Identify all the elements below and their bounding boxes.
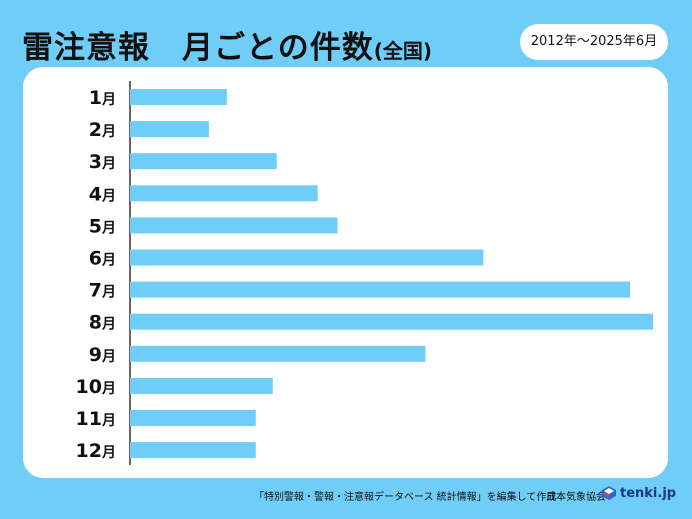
bar xyxy=(130,249,484,266)
source-note: 「特別警報・警報・注意報データベース 統計情報」を編集して作成 xyxy=(254,492,557,503)
bar xyxy=(130,185,318,202)
category-label: 3月 xyxy=(89,151,116,173)
tenki-logo: tenki.jp xyxy=(601,485,676,501)
association-name: 日本気象協会 xyxy=(546,492,606,503)
bar xyxy=(130,313,653,330)
bar xyxy=(130,217,338,234)
category-label: 4月 xyxy=(89,183,116,205)
bar xyxy=(130,377,273,394)
chart-panel: 1月 2月 3月 4月 5月 6月 7月 8月 9月 10月 11月 12月 xyxy=(23,67,668,478)
category-label: 7月 xyxy=(89,280,116,302)
bar xyxy=(130,345,426,362)
bar xyxy=(130,121,209,138)
category-label: 12月 xyxy=(76,440,116,462)
category-label: 9月 xyxy=(89,344,116,366)
chart-title: 雷注意報 月ごとの件数(全国) xyxy=(22,22,432,67)
category-label: 10月 xyxy=(76,376,116,398)
category-label: 11月 xyxy=(76,408,116,430)
category-label: 1月 xyxy=(89,87,116,109)
category-label: 6月 xyxy=(89,248,116,270)
category-label: 2月 xyxy=(89,119,116,141)
bar xyxy=(130,281,631,298)
bar-chart: 1月 2月 3月 4月 5月 6月 7月 8月 9月 10月 11月 12月 xyxy=(76,81,653,465)
chart-title-main: 雷注意報 月ごとの件数 xyxy=(22,30,374,66)
bar xyxy=(130,153,277,170)
logo-text: tenki.jp xyxy=(620,485,677,501)
bar xyxy=(130,442,256,459)
period-badge: 2012年～2025年6月 xyxy=(520,24,668,60)
bar xyxy=(130,89,227,105)
category-label: 5月 xyxy=(89,215,116,237)
chart-title-sub: (全国) xyxy=(373,39,432,63)
category-label: 8月 xyxy=(89,312,116,334)
bar xyxy=(130,410,256,426)
tenki-logo-icon xyxy=(602,486,616,500)
